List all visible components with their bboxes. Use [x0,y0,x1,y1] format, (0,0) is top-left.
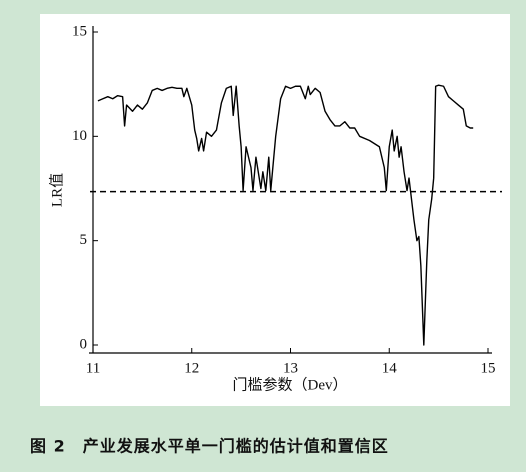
x-tick-label: 14 [382,360,398,376]
y-tick-label: 15 [72,23,87,39]
y-tick-label: 5 [80,232,88,248]
x-axis-label: 门槛参数（Dev） [233,376,348,393]
y-axis-label: LR值 [48,173,65,207]
x-tick-label: 12 [184,360,199,376]
plot-panel [40,14,510,406]
lr-curve [97,84,474,346]
x-tick-label: 11 [86,360,100,376]
y-tick-label: 10 [72,128,87,144]
x-tick-label: 13 [283,360,298,376]
x-tick-label: 15 [481,360,496,376]
y-tick-label: 0 [80,336,88,352]
caption: 图 2 产业发展水平单一门槛的估计值和置信区 [30,437,389,456]
